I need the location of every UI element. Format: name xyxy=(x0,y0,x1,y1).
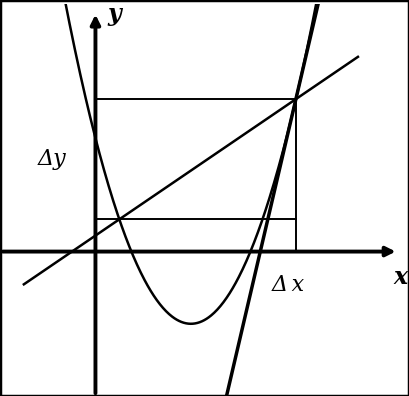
Text: x: x xyxy=(394,265,408,289)
Text: Δy: Δy xyxy=(38,148,67,170)
Text: y: y xyxy=(108,2,121,26)
Text: Δ x: Δ x xyxy=(272,274,305,296)
